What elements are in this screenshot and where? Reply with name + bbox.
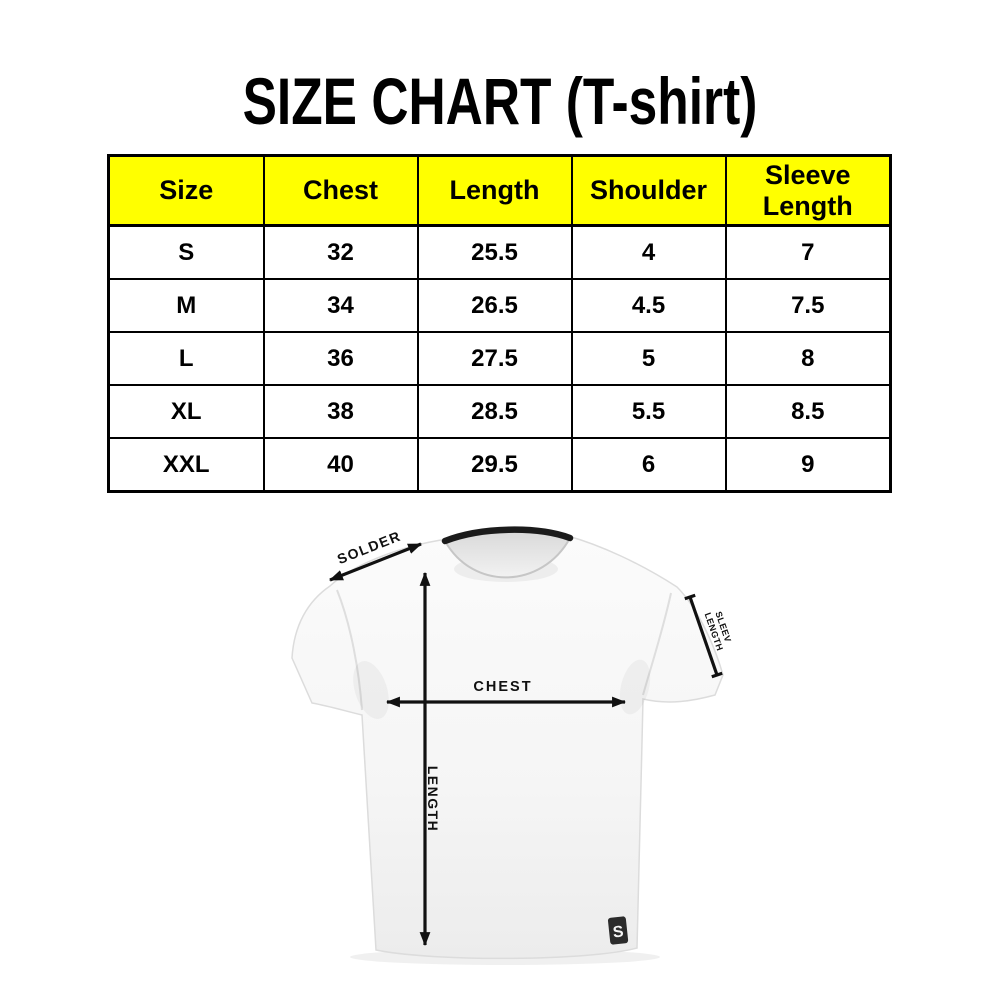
right-underarm-shade — [619, 659, 651, 715]
tshirt-measurement-diagram: S SOLDER LENGTH CHEST SLEEV LENGTH — [275, 505, 745, 980]
shoulder-measure-line — [328, 542, 423, 582]
tshirt-diagram-svg: S SOLDER LENGTH CHEST SLEEV LENGTH — [291, 526, 733, 965]
brand-logo-letter: S — [612, 923, 625, 941]
column-header-sleeve-length: Sleeve Length — [724, 154, 892, 227]
table-row-l: L 36 27.5 5 8 — [107, 331, 892, 386]
table-header-row: Size Chest Length Shoulder Sleeve Length — [107, 154, 892, 227]
length-label: LENGTH — [425, 766, 441, 833]
left-sleeve-seam — [336, 589, 363, 711]
table-cell: 5 — [570, 331, 727, 386]
table-cell: XL — [107, 384, 265, 439]
table-cell: 5.5 — [570, 384, 727, 439]
table-row-s: S 32 25.5 4 7 — [107, 224, 892, 280]
table-cell: 34 — [262, 278, 419, 333]
sleeve-measure-tick-top — [684, 593, 696, 601]
table-cell: L — [107, 331, 265, 386]
column-header-length: Length — [416, 154, 573, 227]
front-neckline — [444, 537, 571, 579]
left-underarm-shade — [353, 661, 389, 719]
brand-logo: S — [607, 916, 629, 945]
table-cell: 28.5 — [416, 384, 573, 439]
table-cell: 7.5 — [724, 278, 892, 333]
table-cell: 4 — [570, 224, 727, 280]
right-sleeve-seam — [642, 592, 672, 696]
table-cell: 7 — [724, 224, 892, 280]
collar-band — [441, 526, 574, 545]
table-cell: 4.5 — [570, 278, 727, 333]
column-header-chest: Chest — [262, 154, 419, 227]
table-row-m: M 34 26.5 4.5 7.5 — [107, 278, 892, 333]
table-cell: 6 — [570, 437, 727, 493]
table-row-xl: XL 38 28.5 5.5 8.5 — [107, 384, 892, 439]
page-title: SIZE CHART (T-shirt) — [0, 68, 1000, 134]
table-cell: 27.5 — [416, 331, 573, 386]
size-chart-table: Size Chest Length Shoulder Sleeve Length S 32… — [107, 154, 892, 493]
table-cell: 26.5 — [416, 278, 573, 333]
table-cell: 25.5 — [416, 224, 573, 280]
column-header-size: Size — [107, 154, 265, 227]
table-cell: 36 — [262, 331, 419, 386]
table-cell: S — [107, 224, 265, 280]
tshirt-body — [291, 535, 724, 960]
table-cell: XXL — [107, 437, 265, 493]
table-cell: 8.5 — [724, 384, 892, 439]
table-cell: 40 — [262, 437, 419, 493]
table-cell: 9 — [724, 437, 892, 493]
table-cell: 38 — [262, 384, 419, 439]
page-title-text: SIZE CHART (T-shirt) — [242, 64, 758, 138]
table-cell: 8 — [724, 331, 892, 386]
table-cell: 29.5 — [416, 437, 573, 493]
neck-opening — [445, 531, 570, 578]
table-cell: 32 — [262, 224, 419, 280]
table-row-xxl: XXL 40 29.5 6 9 — [107, 437, 892, 493]
chest-label: CHEST — [473, 679, 532, 695]
column-header-shoulder: Shoulder — [570, 154, 727, 227]
sleeve-measure-line — [688, 596, 719, 676]
table-cell: M — [107, 278, 265, 333]
sleeve-measure-tick-bottom — [711, 671, 723, 679]
